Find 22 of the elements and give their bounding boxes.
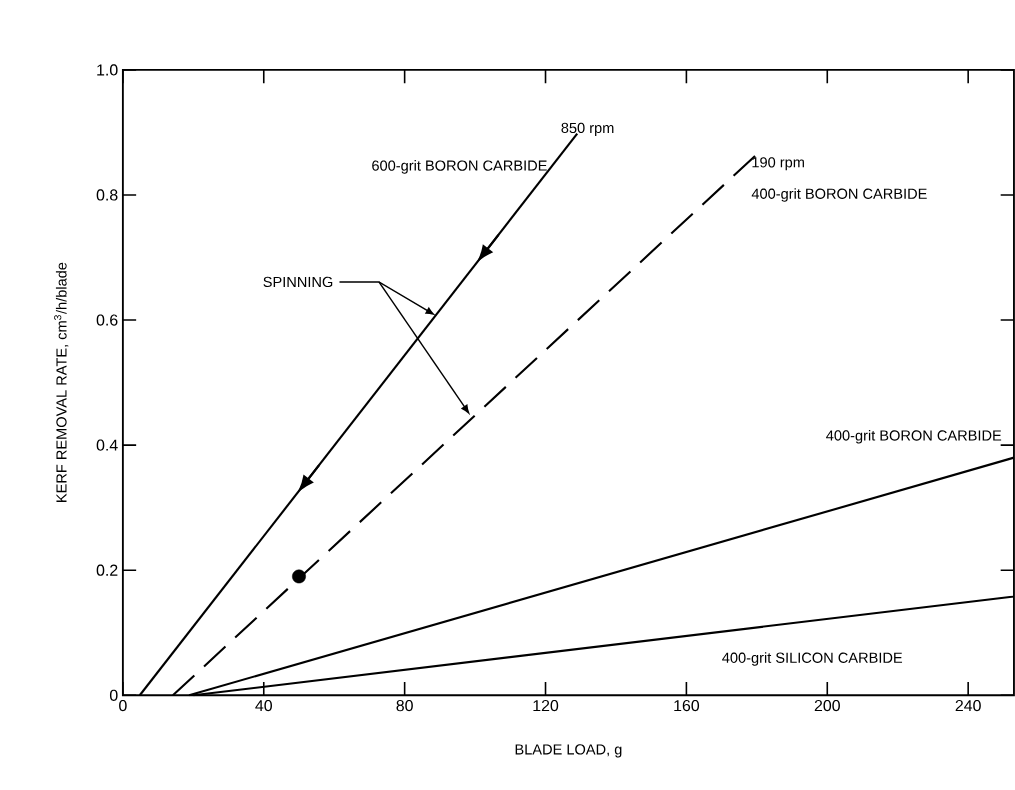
y-axis-title: KERF REMOVAL RATE, cm$^{3}$/h/blade bbox=[54, 262, 69, 502]
series-label: 600-grit BORON CARBIDE bbox=[372, 159, 547, 174]
x-tick-label: 240 bbox=[955, 699, 981, 712]
annotation: 850 rpm bbox=[561, 122, 614, 136]
y-tick-label: 0 bbox=[109, 689, 118, 701]
annotation: 190 rpm bbox=[752, 157, 804, 171]
series-label: 400-grit SILICON CARBIDE bbox=[722, 652, 903, 666]
x-tick-label: 160 bbox=[674, 699, 700, 712]
series-label: 400-grit BORON CARBIDE bbox=[751, 188, 927, 202]
x-axis-title: BLADE LOAD, g bbox=[515, 744, 622, 758]
y-tick-label: 0.6 bbox=[96, 314, 118, 326]
x-tick-label: 0 bbox=[119, 699, 127, 712]
annotation: SPINNING bbox=[263, 276, 333, 288]
x-tick-label: 120 bbox=[533, 699, 559, 712]
x-tick-label: 80 bbox=[396, 699, 413, 712]
y-tick-label: 1.0 bbox=[97, 64, 118, 76]
y-tick-label: 0.8 bbox=[96, 189, 118, 201]
y-tick-label: 0.2 bbox=[96, 564, 118, 576]
legend-label: 400-grit BORON CARBIDE bbox=[826, 429, 1002, 444]
y-tick-label: 0.4 bbox=[96, 439, 118, 451]
x-tick-label: 200 bbox=[814, 699, 840, 712]
x-tick-label: 40 bbox=[255, 699, 272, 712]
